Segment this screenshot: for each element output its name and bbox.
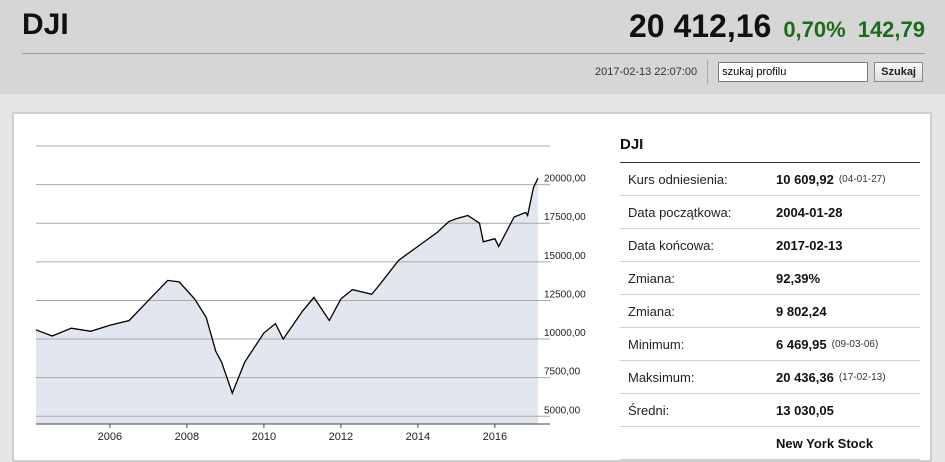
y-tick-label: 10000,00 — [544, 328, 586, 339]
y-tick-label: 15000,00 — [544, 251, 586, 262]
y-tick-label: 17500,00 — [544, 212, 586, 223]
stats-value: 2017-02-13 — [776, 237, 843, 253]
x-tick-label: 2008 — [175, 431, 199, 443]
stats-value: 9 802,24 — [776, 303, 827, 319]
change-absolute: 142,79 — [857, 17, 925, 42]
x-tick-label: 2012 — [329, 431, 353, 443]
stats-row: Kurs odniesienia: 10 609,92 (04-01-27) — [620, 163, 920, 196]
symbol-title: DJI — [22, 8, 69, 41]
stats-value: 20 436,36 — [776, 369, 834, 385]
header-bar: DJI 20 412,16 0,70% 142,79 2017-02-13 22… — [0, 0, 945, 94]
price-line — [35, 177, 539, 395]
stats-date: (04-01-27) — [838, 173, 886, 185]
stats-value: 2004-01-28 — [776, 204, 843, 220]
stats-row: Maksimum: 20 436,36 (17-02-13) — [620, 361, 920, 394]
quote-summary: 20 412,16 0,70% 142,79 — [629, 8, 925, 45]
stats-row: Minimum: 6 469,95 (09-03-06) — [620, 328, 920, 361]
last-price: 20 412,16 — [628, 8, 772, 44]
stats-title: DJI — [620, 136, 920, 163]
stats-label: Kurs odniesienia: — [628, 171, 728, 187]
stats-label: Zmiana: — [628, 270, 675, 286]
profile-search-input[interactable] — [718, 62, 869, 82]
stats-label: Data końcowa: — [628, 237, 714, 253]
y-tick-label: 7500,00 — [544, 367, 581, 378]
price-area-fill — [36, 178, 538, 424]
y-tick-label: 12500,00 — [544, 289, 586, 300]
stats-value: 10 609,92 — [776, 171, 834, 187]
header-divider — [22, 53, 925, 54]
stats-label: Maksimum: — [628, 369, 695, 385]
stats-row: Zmiana: 9 802,24 — [620, 295, 920, 328]
y-tick-label: 5000,00 — [544, 405, 581, 416]
stats-label: Zmiana: — [628, 303, 675, 319]
x-tick-label: 2016 — [483, 431, 507, 443]
price-chart: 5000,00 7500,00 10000,00 12500,00 15000,00 17… — [35, 145, 586, 443]
content-panel: 5000,00 7500,00 10000,00 12500,00 15000,00 17… — [12, 112, 932, 462]
stats-row: New York Stock — [620, 427, 920, 460]
stats-date: (09-03-06) — [831, 338, 879, 350]
stats-label: Minimum: — [628, 336, 685, 352]
y-tick-label: 20000,00 — [544, 174, 586, 185]
quote-timestamp: 2017-02-13 22:07:00 — [595, 60, 709, 84]
x-tick-label: 2010 — [252, 431, 276, 443]
stats-value: 92,39% — [776, 270, 821, 286]
search-bar: 2017-02-13 22:07:00 Szukaj — [595, 60, 923, 84]
stats-table: DJI Kurs odniesienia: 10 609,92 (04-01-27)… — [620, 136, 920, 460]
stats-row: Data końcowa: 2017-02-13 — [620, 229, 920, 262]
stats-label: Data początkowa: — [628, 204, 732, 220]
x-tick-label: 2006 — [98, 431, 122, 443]
search-button[interactable]: Szukaj — [874, 62, 923, 82]
stats-value: 13 030,05 — [776, 402, 834, 418]
stats-value: New York Stock — [776, 435, 874, 451]
stats-value: 6 469,95 — [776, 336, 827, 352]
stats-date: (17-02-13) — [838, 371, 886, 383]
stats-label: Średni: — [628, 402, 670, 418]
change-percent: 0,70% — [783, 17, 846, 42]
stats-row: Średni: 13 030,05 — [620, 394, 920, 427]
x-tick-label: 2014 — [406, 431, 430, 443]
stats-row: Data początkowa: 2004-01-28 — [620, 196, 920, 229]
stats-row: Zmiana: 92,39% — [620, 262, 920, 295]
